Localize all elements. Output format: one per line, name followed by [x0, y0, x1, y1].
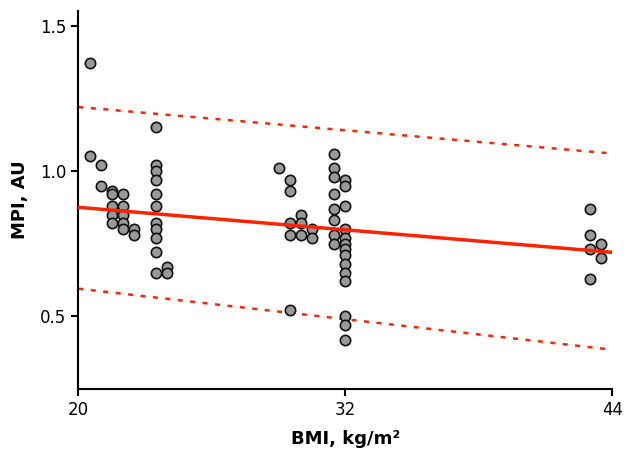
Point: [107, 202, 117, 209]
Point: [340, 246, 351, 253]
Point: [129, 225, 139, 233]
Point: [151, 124, 161, 131]
Point: [585, 246, 595, 253]
Point: [285, 231, 295, 239]
Point: [585, 205, 595, 213]
Point: [340, 202, 351, 209]
Y-axis label: MPI, AU: MPI, AU: [11, 161, 29, 239]
Point: [340, 252, 351, 259]
Point: [151, 234, 161, 241]
Point: [285, 219, 295, 227]
Point: [118, 190, 128, 198]
Point: [118, 202, 128, 209]
Point: [329, 205, 339, 213]
Point: [151, 202, 161, 209]
Point: [285, 307, 295, 314]
Point: [96, 182, 106, 189]
Point: [151, 190, 161, 198]
Point: [585, 275, 595, 282]
Point: [307, 225, 317, 233]
Point: [340, 234, 351, 241]
Point: [340, 260, 351, 268]
Point: [329, 217, 339, 224]
Point: [340, 336, 351, 343]
Point: [118, 211, 128, 218]
Point: [151, 249, 161, 256]
Point: [329, 150, 339, 157]
Point: [162, 263, 172, 270]
Point: [274, 164, 284, 172]
X-axis label: BMI, kg/m²: BMI, kg/m²: [291, 430, 400, 448]
Point: [307, 234, 317, 241]
Point: [151, 225, 161, 233]
Point: [107, 190, 117, 198]
Point: [585, 231, 595, 239]
Point: [329, 240, 339, 247]
Point: [107, 188, 117, 195]
Point: [340, 225, 351, 233]
Point: [329, 173, 339, 180]
Point: [129, 231, 139, 239]
Point: [596, 254, 606, 262]
Point: [340, 240, 351, 247]
Point: [162, 269, 172, 276]
Point: [285, 188, 295, 195]
Point: [151, 167, 161, 174]
Point: [340, 176, 351, 183]
Point: [296, 211, 306, 218]
Point: [84, 153, 94, 160]
Point: [340, 313, 351, 320]
Point: [107, 211, 117, 218]
Point: [340, 278, 351, 285]
Point: [151, 269, 161, 276]
Point: [84, 60, 94, 67]
Point: [151, 176, 161, 183]
Point: [285, 176, 295, 183]
Point: [107, 219, 117, 227]
Point: [329, 231, 339, 239]
Point: [596, 240, 606, 247]
Point: [296, 231, 306, 239]
Point: [340, 182, 351, 189]
Point: [340, 269, 351, 276]
Point: [118, 225, 128, 233]
Point: [151, 219, 161, 227]
Point: [329, 164, 339, 172]
Point: [329, 190, 339, 198]
Point: [118, 219, 128, 227]
Point: [96, 162, 106, 169]
Point: [340, 321, 351, 329]
Point: [151, 162, 161, 169]
Point: [296, 219, 306, 227]
